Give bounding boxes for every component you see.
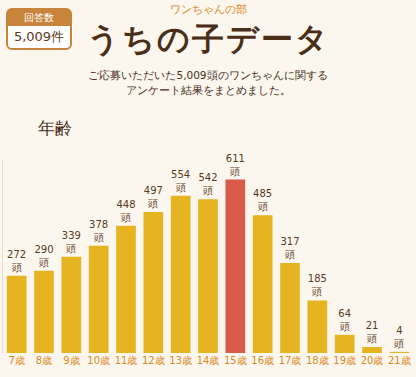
svg-text:18歳: 18歳 [306, 355, 329, 366]
html-text:回答数: 回答数 [24, 12, 54, 23]
svg-text:64頭: 64頭 [338, 308, 351, 332]
svg-text:448頭: 448頭 [116, 199, 135, 223]
html-text:5,009件: 5,009件 [13, 29, 65, 44]
svg-text:497頭: 497頭 [144, 185, 163, 209]
svg-text:10歳: 10歳 [87, 355, 110, 366]
svg-text:611頭: 611頭 [226, 153, 245, 177]
html-text:ご応募いただいた5,009頭のワンちゃんに関する: ご応募いただいた5,009頭のワンちゃんに関する [88, 69, 328, 81]
svg-text:9歳: 9歳 [63, 355, 79, 366]
svg-text:11歳: 11歳 [115, 355, 138, 366]
svg-text:21歳: 21歳 [388, 355, 411, 366]
svg-text:485頭: 485頭 [253, 188, 272, 212]
svg-text:339頭: 339頭 [62, 230, 81, 254]
svg-text:290頭: 290頭 [34, 244, 53, 268]
svg-text:7歳: 7歳 [8, 355, 24, 366]
svg-text:13歳: 13歳 [169, 355, 192, 366]
svg-text:12歳: 12歳 [142, 355, 165, 366]
html-text:アンケート結果をまとめました。: アンケート結果をまとめました。 [125, 84, 291, 96]
svg-text:378頭: 378頭 [89, 219, 108, 243]
html-text:ワンちゃんの部: ワンちゃんの部 [169, 3, 247, 16]
svg-text:272頭: 272頭 [7, 249, 26, 273]
svg-text:185頭: 185頭 [308, 273, 327, 297]
svg-text:年齢: 年齢 [38, 118, 72, 138]
svg-text:542頭: 542頭 [198, 172, 217, 196]
svg-text:317頭: 317頭 [280, 236, 299, 260]
svg-text:20歳: 20歳 [361, 355, 384, 366]
svg-text:21頭: 21頭 [366, 320, 379, 344]
svg-text:554頭: 554頭 [171, 169, 190, 193]
svg-text:16歳: 16歳 [251, 355, 274, 366]
svg-text:4頭: 4頭 [394, 325, 404, 349]
svg-text:14歳: 14歳 [197, 355, 220, 366]
svg-text:17歳: 17歳 [279, 355, 302, 366]
html-text:うちの子データ: うちの子データ [86, 20, 330, 58]
svg-text:15歳: 15歳 [224, 355, 247, 366]
svg-text:19歳: 19歳 [333, 355, 356, 366]
svg-text:8歳: 8歳 [36, 355, 52, 366]
